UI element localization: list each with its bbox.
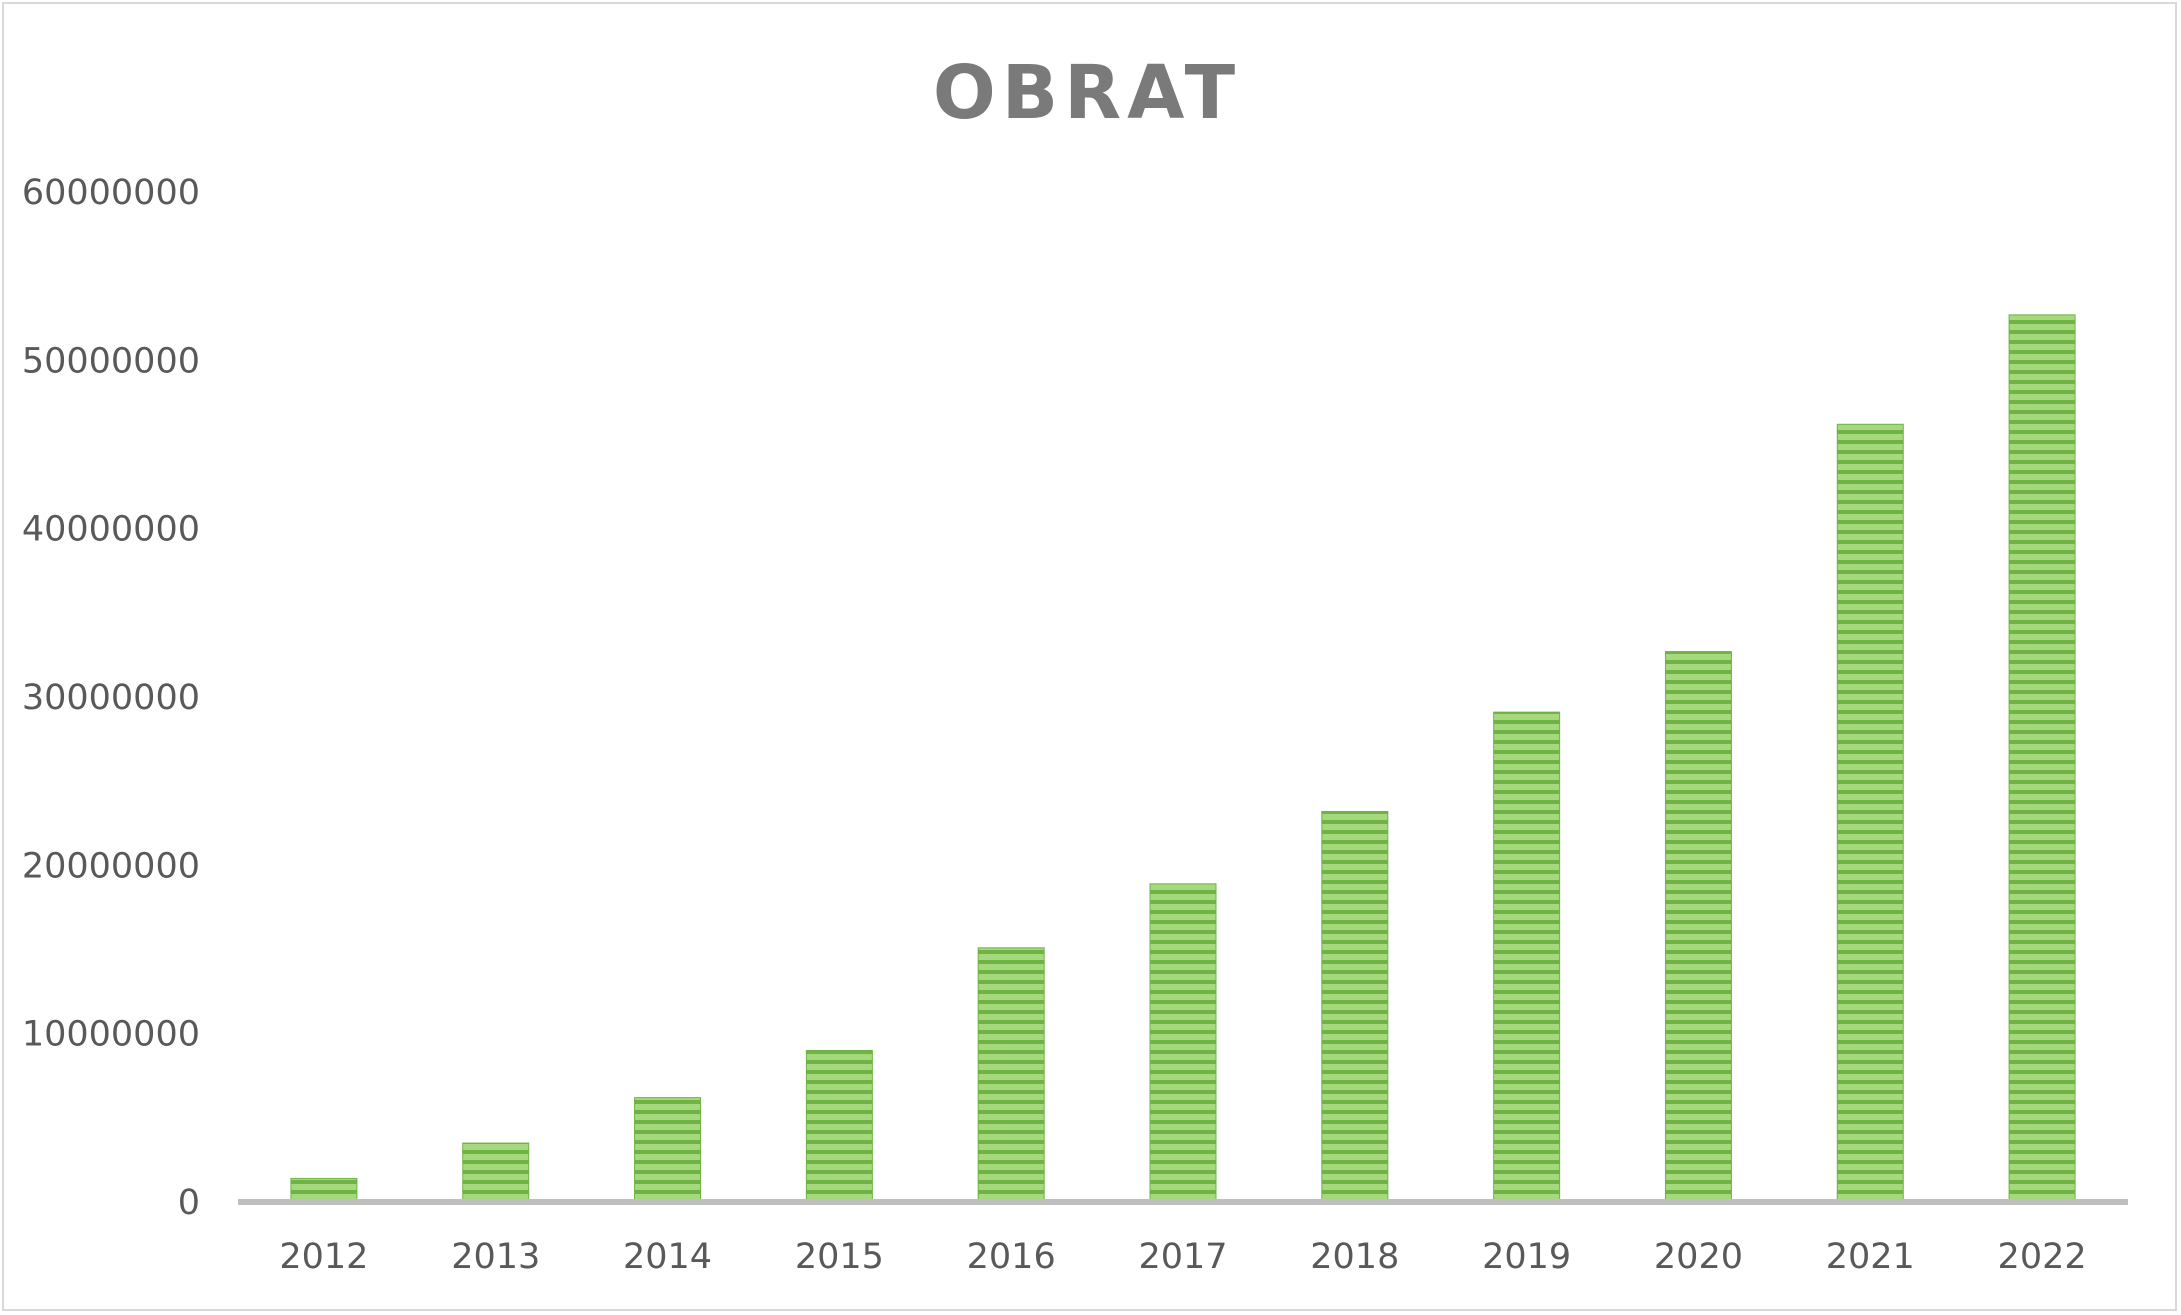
x-tick-label: 2021 [1826, 1237, 1915, 1277]
x-tick-label: 2019 [1482, 1237, 1571, 1277]
x-tick-label: 2018 [1310, 1237, 1399, 1277]
bar-2014 [634, 1097, 702, 1203]
x-tick-label: 2020 [1654, 1237, 1743, 1277]
y-tick-label: 30000000 [22, 678, 200, 718]
x-tick-label: 2013 [451, 1237, 540, 1277]
x-tick-label: 2014 [623, 1237, 712, 1277]
bar-2017 [1149, 883, 1217, 1203]
y-tick-label: 40000000 [22, 510, 200, 550]
chart-title: OBRAT [933, 50, 1241, 136]
bar-2015 [805, 1050, 873, 1203]
x-tick-label: 2022 [1998, 1237, 2087, 1277]
bar-2019 [1493, 711, 1561, 1203]
bar-2018 [1321, 810, 1389, 1203]
bar-2020 [1664, 651, 1732, 1203]
bars [290, 314, 2076, 1203]
x-axis-tick-labels: 2012 2013 2014 2015 2016 2017 2018 2019 2020 2021… [279, 1237, 2086, 1277]
bar-2022 [2008, 314, 2076, 1203]
bar-2021 [1836, 423, 1904, 1203]
bar-2012 [290, 1177, 358, 1203]
y-tick-label: 50000000 [22, 341, 200, 381]
y-axis-tick-labels: 0 10000000 20000000 30000000 40000000 5000000… [22, 173, 200, 1223]
x-tick-label: 2017 [1138, 1237, 1227, 1277]
y-tick-label: 60000000 [22, 173, 200, 213]
bar-2016 [977, 947, 1045, 1203]
y-tick-label: 0 [178, 1183, 200, 1223]
x-tick-label: 2012 [279, 1237, 368, 1277]
y-tick-label: 20000000 [22, 846, 200, 886]
x-tick-label: 2016 [967, 1237, 1056, 1277]
y-tick-label: 10000000 [22, 1015, 200, 1055]
x-tick-label: 2015 [795, 1237, 884, 1277]
bar-2013 [462, 1142, 530, 1203]
